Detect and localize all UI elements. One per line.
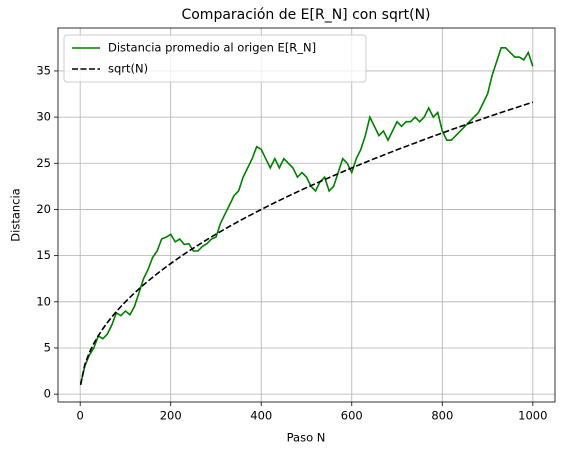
y-tick-label: 5 [44,340,51,354]
chart-title: Comparación de E[R_N] con sqrt(N) [181,7,430,23]
axes-frame [57,27,556,403]
x-tick-label: 1000 [518,409,547,423]
y-axis-label: Distancia [9,188,23,241]
y-tick-label: 25 [36,156,51,170]
y-tick-label: 20 [36,202,51,216]
x-tick-label: 0 [77,409,84,423]
y-tick-label: 35 [36,63,51,77]
y-tick-label: 30 [36,110,51,124]
series-line [79,101,534,386]
x-tick-label: 800 [431,409,453,423]
legend-label: Distancia promedio al origen E[R_N] [108,41,316,55]
x-tick-label: 600 [341,409,363,423]
x-tick-label: 200 [160,409,182,423]
x-axis-label: Paso N [287,431,326,445]
y-tick-label: 10 [36,294,51,308]
y-tick-label: 15 [36,248,51,262]
y-tick-label: 0 [44,387,51,401]
x-tick-label: 400 [250,409,272,423]
legend-label: sqrt(N) [108,62,148,76]
legend-box [63,34,367,83]
series-line [79,47,534,385]
